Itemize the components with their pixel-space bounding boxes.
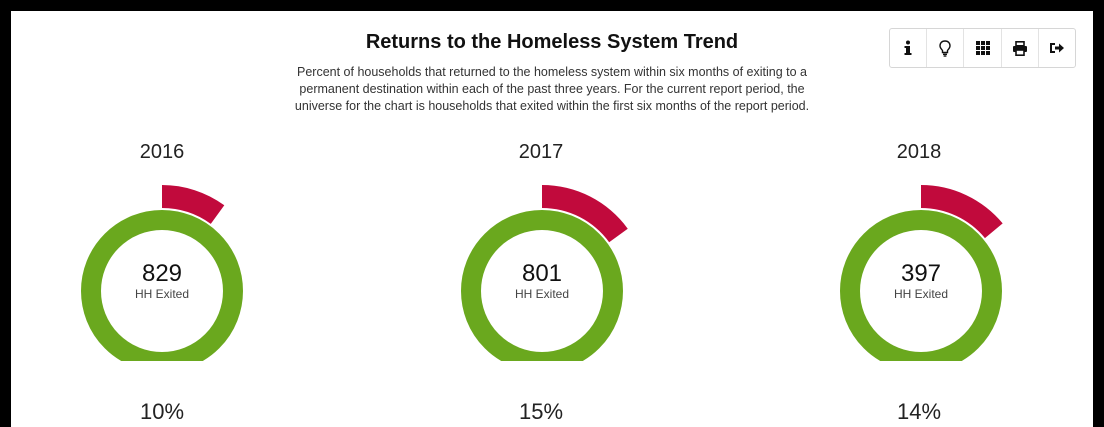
window-edge <box>1093 0 1104 427</box>
hh-exited-label: HH Exited <box>893 287 949 301</box>
donut-center: 829 HH Exited <box>72 260 252 302</box>
export-icon <box>1049 43 1064 53</box>
exited-ring <box>840 210 1002 361</box>
hh-exited-count: 829 <box>141 260 183 287</box>
exited-ring <box>461 210 623 361</box>
chart-toolbar <box>889 28 1076 68</box>
year-label: 2017 <box>518 141 564 163</box>
return-percent: 14% <box>896 399 942 424</box>
donut-chart: 801 HH Exited <box>452 181 632 361</box>
hh-exited-label: HH Exited <box>514 287 570 301</box>
chart-panel: Returns to the Homeless System Trend Per… <box>11 11 1093 427</box>
donut-center: 397 HH Exited <box>831 260 1011 302</box>
year-label: 2018 <box>896 141 942 163</box>
hh-exited-count: 397 <box>900 260 942 287</box>
print-button[interactable] <box>1002 29 1039 67</box>
info-icon <box>904 40 912 55</box>
grid-icon <box>975 41 990 55</box>
print-icon <box>1012 40 1027 56</box>
chart-subtitle: Percent of households that returned to t… <box>294 65 810 113</box>
hh-exited-count: 801 <box>521 260 563 287</box>
data-grid-button[interactable] <box>964 29 1002 67</box>
chart-title: Returns to the Homeless System Trend <box>365 31 739 53</box>
lightbulb-icon <box>939 39 951 57</box>
return-percent: 10% <box>139 399 185 424</box>
donut-chart: 829 HH Exited <box>72 181 252 361</box>
export-button[interactable] <box>1039 29 1075 67</box>
year-label: 2016 <box>139 141 185 163</box>
return-percent: 15% <box>518 399 564 424</box>
insight-button[interactable] <box>927 29 965 67</box>
info-button[interactable] <box>890 29 928 67</box>
returned-segment <box>162 185 225 224</box>
exited-ring <box>81 210 243 361</box>
returned-segment <box>921 185 1003 239</box>
hh-exited-label: HH Exited <box>134 287 190 301</box>
donut-chart: 397 HH Exited <box>831 181 1011 361</box>
donut-center: 801 HH Exited <box>452 260 632 302</box>
returned-segment <box>542 185 628 243</box>
